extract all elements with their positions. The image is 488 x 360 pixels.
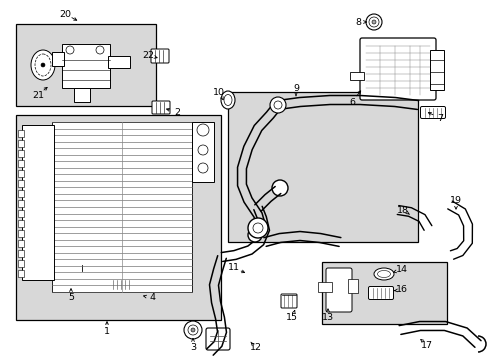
Text: 19: 19	[449, 195, 461, 204]
Circle shape	[198, 145, 207, 155]
Circle shape	[365, 14, 381, 30]
Ellipse shape	[221, 91, 235, 109]
Bar	[227, 92, 417, 242]
Bar	[16, 24, 156, 106]
Text: 5: 5	[68, 293, 74, 302]
Circle shape	[271, 180, 287, 196]
Bar	[192, 122, 214, 182]
FancyBboxPatch shape	[205, 328, 229, 350]
Circle shape	[247, 218, 267, 238]
Bar	[52, 52, 64, 66]
Circle shape	[79, 275, 85, 281]
Text: 20: 20	[59, 9, 71, 18]
Circle shape	[371, 20, 375, 24]
Bar	[429, 50, 443, 90]
Circle shape	[75, 271, 89, 285]
FancyBboxPatch shape	[325, 268, 351, 312]
Bar	[18, 220, 24, 227]
Circle shape	[269, 97, 285, 113]
Circle shape	[368, 17, 378, 27]
Ellipse shape	[35, 54, 51, 76]
Text: 8: 8	[354, 18, 360, 27]
FancyBboxPatch shape	[420, 107, 445, 118]
Bar	[349, 72, 363, 80]
Circle shape	[41, 63, 45, 67]
Bar	[18, 130, 24, 137]
Bar	[108, 56, 130, 68]
Text: 15: 15	[285, 314, 297, 323]
Ellipse shape	[31, 50, 55, 80]
Bar	[62, 44, 110, 88]
Bar	[52, 122, 192, 292]
FancyBboxPatch shape	[359, 38, 435, 100]
Circle shape	[66, 46, 74, 54]
Bar	[18, 210, 24, 217]
Text: 13: 13	[321, 314, 333, 323]
Bar	[18, 200, 24, 207]
Bar	[321, 262, 446, 324]
FancyBboxPatch shape	[151, 49, 169, 63]
FancyBboxPatch shape	[368, 287, 393, 300]
Bar	[18, 270, 24, 277]
Bar	[74, 88, 90, 102]
Bar	[18, 240, 24, 247]
FancyBboxPatch shape	[108, 279, 133, 291]
Bar	[18, 180, 24, 187]
Circle shape	[191, 328, 195, 332]
Bar	[18, 190, 24, 197]
Text: 10: 10	[213, 87, 224, 96]
Bar	[347, 279, 357, 293]
Text: 3: 3	[189, 342, 196, 351]
Ellipse shape	[377, 270, 390, 278]
Text: 16: 16	[395, 285, 407, 294]
Circle shape	[273, 101, 282, 109]
Circle shape	[187, 325, 198, 335]
Ellipse shape	[224, 95, 231, 105]
Text: 14: 14	[395, 266, 407, 274]
Text: 1: 1	[104, 328, 110, 337]
Bar	[18, 140, 24, 147]
Text: 18: 18	[396, 206, 408, 215]
Circle shape	[96, 46, 104, 54]
Bar	[22, 125, 54, 280]
Ellipse shape	[373, 268, 393, 280]
Text: 21: 21	[32, 90, 44, 99]
Circle shape	[247, 228, 262, 242]
Text: 9: 9	[292, 84, 298, 93]
Text: 22: 22	[142, 50, 154, 59]
Circle shape	[198, 163, 207, 173]
Circle shape	[197, 124, 208, 136]
Bar	[18, 170, 24, 177]
Text: 2: 2	[174, 108, 180, 117]
Circle shape	[252, 223, 263, 233]
Text: 11: 11	[227, 264, 240, 273]
Circle shape	[183, 321, 202, 339]
Bar	[18, 150, 24, 157]
Bar	[317, 282, 331, 292]
Bar	[18, 230, 24, 237]
Bar	[18, 160, 24, 167]
Text: 6: 6	[348, 98, 354, 107]
FancyBboxPatch shape	[152, 101, 170, 114]
Text: 4: 4	[149, 293, 155, 302]
Text: 12: 12	[249, 343, 262, 352]
Text: 7: 7	[436, 113, 442, 122]
FancyBboxPatch shape	[281, 294, 296, 308]
Bar	[18, 250, 24, 257]
Bar	[16, 115, 221, 320]
Text: 17: 17	[420, 341, 432, 350]
Bar	[18, 260, 24, 267]
